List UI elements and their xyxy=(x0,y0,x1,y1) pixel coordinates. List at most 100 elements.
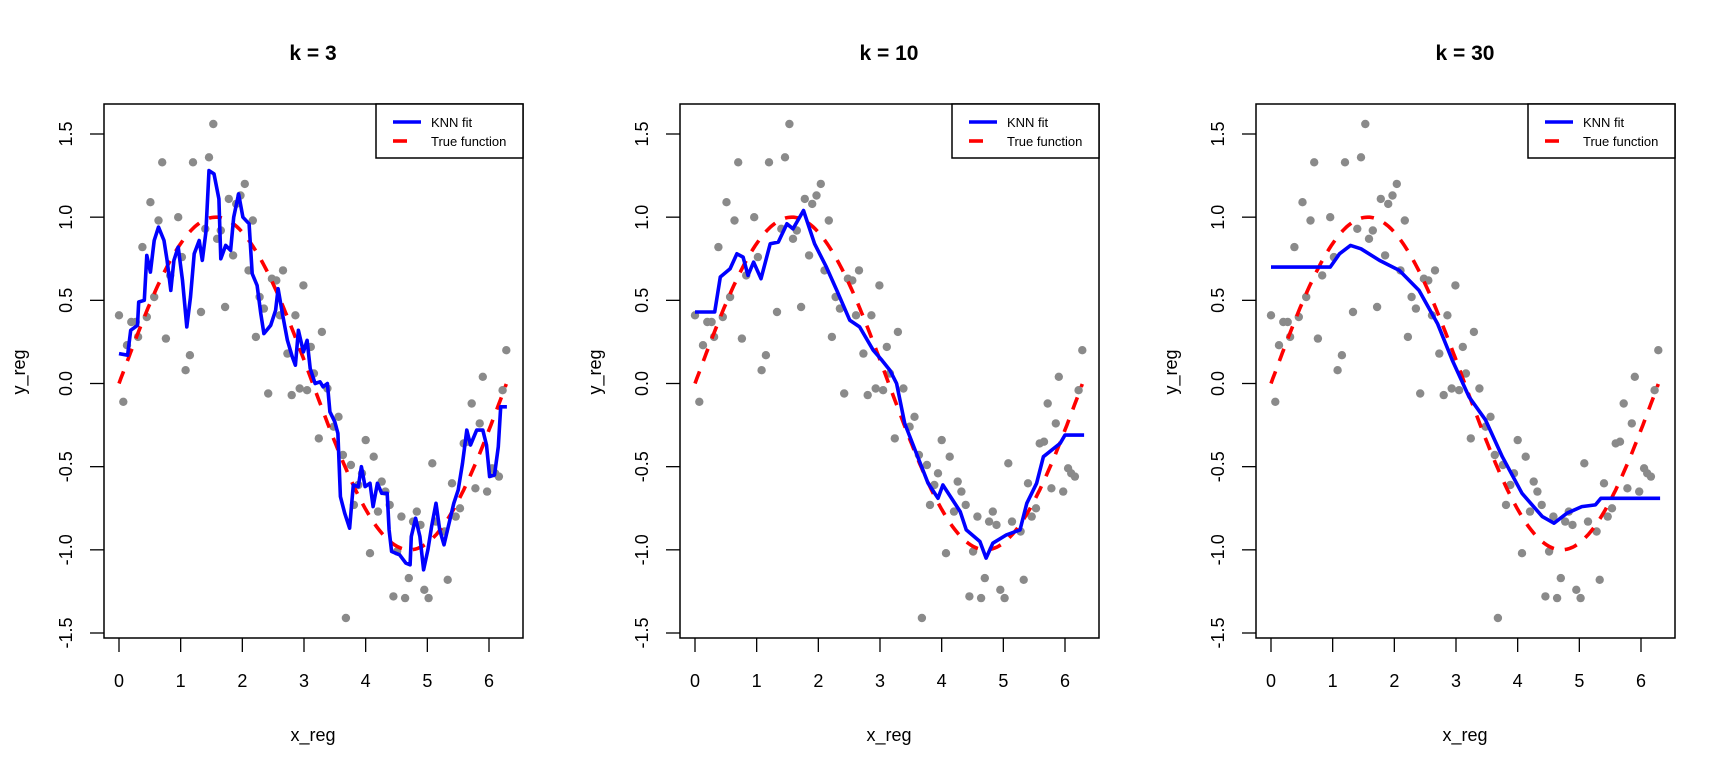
data-point xyxy=(373,507,383,516)
data-point xyxy=(882,342,891,352)
data-point xyxy=(867,311,876,320)
data-point xyxy=(185,351,195,360)
data-point xyxy=(875,281,884,290)
data-point xyxy=(1443,311,1452,320)
data-point xyxy=(1302,292,1311,302)
chart-title: k = 3 xyxy=(289,42,336,65)
data-point xyxy=(161,334,171,343)
y-tick-label: -1.0 xyxy=(56,534,76,565)
data-point xyxy=(757,366,766,375)
data-point xyxy=(158,158,167,167)
data-point xyxy=(976,593,986,603)
data-point xyxy=(1326,213,1335,222)
x-tick-label: 3 xyxy=(299,671,309,691)
y-tick-label: 1.5 xyxy=(56,121,76,146)
data-point xyxy=(730,216,739,225)
data-point xyxy=(1635,487,1644,496)
x-tick-label: 1 xyxy=(1328,671,1338,691)
data-point xyxy=(992,520,1001,530)
knn-fit-line xyxy=(695,208,1085,560)
data-point xyxy=(443,575,452,584)
data-point xyxy=(695,397,704,406)
data-point xyxy=(369,452,378,461)
data-point xyxy=(1306,216,1315,225)
data-point xyxy=(1403,332,1413,342)
chart-panel-2: k = 10 0 1 2 3 4 5 6 x_reg -1.5 -1.0 -0.5 0.0 0.5 1.0 1… xyxy=(585,42,1100,746)
data-point xyxy=(502,346,511,355)
x-tick-label: 0 xyxy=(114,671,124,691)
data-point xyxy=(937,435,946,445)
data-point xyxy=(1623,484,1632,493)
y-tick-label: -1.0 xyxy=(1208,534,1228,565)
x-tick-label: 5 xyxy=(1574,671,1584,691)
x-tick-label: 3 xyxy=(875,671,885,691)
data-point xyxy=(361,435,370,445)
data-point xyxy=(788,234,798,243)
data-point xyxy=(764,158,774,167)
data-point xyxy=(475,419,484,428)
data-point xyxy=(1380,251,1390,260)
data-point xyxy=(1615,437,1625,446)
data-point xyxy=(338,450,348,460)
data-point xyxy=(734,158,743,167)
data-point xyxy=(1039,437,1049,446)
data-point xyxy=(228,251,238,260)
data-point xyxy=(1376,194,1386,204)
chart-panel-3: k = 30 0 1 2 3 4 5 6 x_reg -1.5 -1.0 -0.5 0.0 0.5 1.0 1… xyxy=(1161,42,1676,746)
data-point xyxy=(725,292,735,302)
x-tick-label: 4 xyxy=(1513,671,1523,691)
data-point xyxy=(953,477,962,486)
data-point xyxy=(240,179,249,189)
data-point xyxy=(1583,517,1593,526)
data-point xyxy=(949,507,959,516)
y-tick-label: -0.5 xyxy=(632,451,652,482)
data-point xyxy=(1525,507,1535,516)
legend-box xyxy=(1527,103,1676,159)
data-point xyxy=(1513,435,1522,445)
data-point xyxy=(494,472,504,481)
data-point xyxy=(808,199,817,209)
data-point xyxy=(248,216,257,225)
data-point xyxy=(397,512,406,521)
knn-fit-line xyxy=(118,168,507,572)
data-point xyxy=(1007,517,1017,526)
data-point xyxy=(1654,346,1663,355)
data-point xyxy=(188,158,198,167)
data-point xyxy=(816,179,825,189)
data-point xyxy=(753,252,763,262)
data-point xyxy=(204,153,214,162)
data-point xyxy=(1078,346,1087,355)
x-tick-label: 3 xyxy=(1451,671,1461,691)
data-point xyxy=(800,194,809,204)
data-point xyxy=(317,327,327,337)
data-point xyxy=(400,593,410,603)
data-point xyxy=(1043,399,1052,408)
data-point xyxy=(1490,450,1500,460)
data-point xyxy=(146,198,155,207)
data-point xyxy=(1266,311,1276,320)
data-point xyxy=(287,390,296,400)
x-tick-label: 4 xyxy=(937,671,947,691)
legend: KNN fit True function xyxy=(951,103,1100,159)
data-point xyxy=(1298,198,1307,207)
data-point xyxy=(812,191,821,200)
data-point xyxy=(1568,520,1577,530)
data-point xyxy=(114,311,124,320)
x-axis-label: x_reg xyxy=(866,725,911,746)
x-tick-label: 0 xyxy=(690,671,700,691)
data-point xyxy=(804,251,814,260)
data-point xyxy=(1283,317,1292,327)
x-tick-label: 1 xyxy=(752,671,762,691)
data-point xyxy=(893,327,903,337)
data-point xyxy=(1074,386,1083,395)
legend-label-knn-fit: KNN fit xyxy=(1583,115,1625,130)
data-point xyxy=(1361,119,1370,129)
y-tick-label: -0.5 xyxy=(1208,451,1228,482)
y-tick-label: -1.5 xyxy=(56,617,76,648)
data-point xyxy=(181,366,190,375)
y-tick-label: 0.5 xyxy=(56,288,76,313)
data-point xyxy=(1070,472,1080,481)
plot-area xyxy=(690,119,1087,623)
data-point xyxy=(1599,479,1609,488)
